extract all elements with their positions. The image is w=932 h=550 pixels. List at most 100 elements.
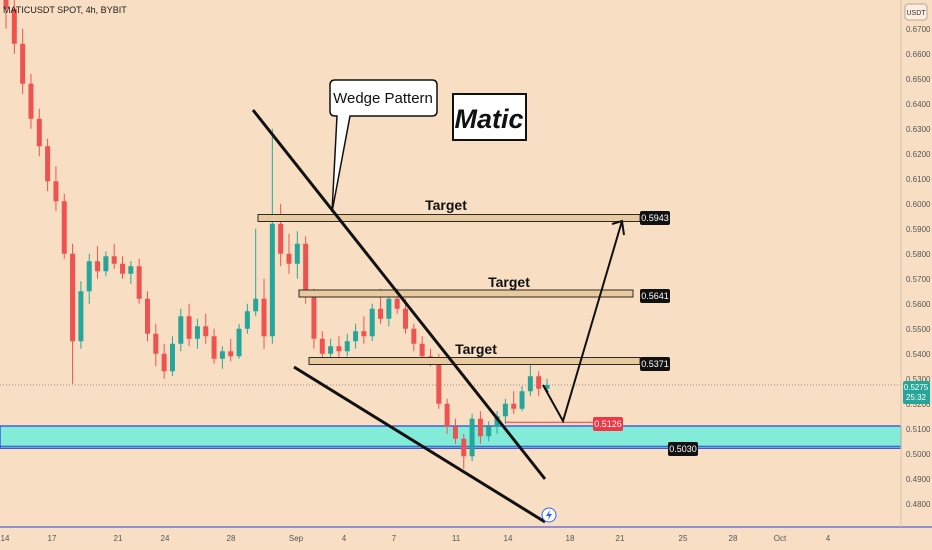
candle-body <box>469 418 475 457</box>
price-tick-label: 0.6700 <box>906 25 931 34</box>
time-tick-label: 28 <box>227 534 236 543</box>
tag-target-2 <box>640 289 670 303</box>
candle-body <box>403 308 409 329</box>
candle-body <box>194 326 200 339</box>
candle-body <box>411 328 417 344</box>
candle-body <box>211 336 217 359</box>
time-axis[interactable]: 14 17 21 24 28 Sep 4 7 11 14 18 21 25 28 Oct 4 <box>1 534 831 543</box>
wedge-upper-line[interactable] <box>251 109 547 480</box>
candle-body <box>169 343 175 372</box>
projection-path[interactable] <box>542 220 623 424</box>
support-zone <box>0 425 902 449</box>
candle-body <box>511 403 517 409</box>
tag-support-text: 0.5030 <box>669 444 697 454</box>
price-tick-label: 0.4900 <box>906 475 931 484</box>
tag-target-2-text: 0.5641 <box>641 291 669 301</box>
price-tick-label: 0.6300 <box>906 125 931 134</box>
candle-body <box>369 308 375 337</box>
candle-body <box>20 43 26 84</box>
tag-stop-text: 0.5126 <box>594 419 622 429</box>
time-tick-label: Sep <box>289 534 304 543</box>
candle-body <box>444 403 450 427</box>
title-box[interactable] <box>452 93 527 141</box>
candle-body <box>294 243 300 264</box>
candle-body <box>3 0 9 9</box>
candle-body <box>228 351 234 357</box>
wedge-lower-line[interactable] <box>293 365 546 524</box>
time-tick-label: 25 <box>679 534 688 543</box>
tag-target-1 <box>640 211 670 225</box>
candle-body <box>45 146 51 182</box>
price-tick-label: 0.5700 <box>906 275 931 284</box>
time-tick-label: 11 <box>452 534 461 543</box>
candle-body <box>319 338 325 354</box>
price-tick-label: 0.5400 <box>906 350 931 359</box>
candle-body <box>261 298 267 337</box>
candle-body <box>219 351 225 359</box>
candle-body <box>536 376 542 389</box>
symbol-header[interactable]: MATICUSDT SPOT, 4h, BYBIT <box>3 5 127 15</box>
candle-body <box>286 253 292 264</box>
time-tick-label: 21 <box>114 534 123 543</box>
candle-body <box>253 298 259 312</box>
candle-body <box>519 391 525 409</box>
candle-body <box>361 331 367 337</box>
target-zone-3 <box>308 357 641 365</box>
candle-body <box>344 341 350 352</box>
price-tick-label: 0.5800 <box>906 250 931 259</box>
tag-target-3 <box>640 357 670 371</box>
time-tick-label: 17 <box>48 534 57 543</box>
target-label-2: Target <box>488 274 530 290</box>
candle-body <box>36 118 42 147</box>
candle-body <box>494 416 500 427</box>
wedge-callout-text: Wedge Pattern <box>333 90 433 107</box>
time-tick-label: Oct <box>774 534 787 543</box>
candle-body <box>436 361 442 404</box>
candle-body <box>378 308 384 319</box>
candles-group <box>3 0 550 469</box>
target-zone-2 <box>298 289 634 298</box>
price-axis[interactable]: 0.6700 0.6600 0.6500 0.6400 0.6300 0.6200 0.61… <box>906 25 931 509</box>
wedge-callout[interactable] <box>329 79 438 213</box>
candle-body <box>61 201 67 254</box>
price-tick-label: 0.5900 <box>906 225 931 234</box>
time-tick-label: 7 <box>392 534 397 543</box>
currency-button[interactable] <box>904 3 928 21</box>
price-tick-label: 0.4800 <box>906 500 931 509</box>
candle-body <box>236 328 242 357</box>
candle-body <box>336 346 342 352</box>
candle-body <box>70 253 76 342</box>
candle-body <box>95 261 101 272</box>
candle-body <box>144 298 150 334</box>
candle-body <box>353 331 359 342</box>
price-tick-label: 0.6400 <box>906 100 931 109</box>
candle-body <box>544 385 550 389</box>
tag-support <box>668 442 698 456</box>
candle-body <box>328 346 334 354</box>
candle-body <box>269 223 275 337</box>
price-tick-label: 0.5000 <box>906 450 931 459</box>
target-label-3: Target <box>455 341 497 357</box>
price-tick-label: 0.5100 <box>906 425 931 434</box>
candle-body <box>203 326 209 337</box>
candle-body <box>178 316 184 344</box>
candle-body <box>394 298 400 309</box>
candle-body <box>28 83 34 119</box>
target-label-1: Target <box>425 197 467 213</box>
candle-body <box>477 418 483 437</box>
candle-body <box>386 298 392 319</box>
candle-body <box>78 291 84 342</box>
price-tick-label: 0.5300 <box>906 375 931 384</box>
small-arrow-stub <box>542 384 549 393</box>
time-tick-label: 28 <box>729 534 738 543</box>
candle-body <box>461 438 467 457</box>
candle-body <box>244 311 250 329</box>
last-price-text: 0.5275 <box>904 383 929 392</box>
candle-body <box>53 181 59 202</box>
tag-target-1-text: 0.5943 <box>641 213 669 223</box>
candle-body <box>486 426 492 437</box>
title-box-text: Matic <box>454 104 523 134</box>
time-tick-label: 24 <box>161 534 170 543</box>
